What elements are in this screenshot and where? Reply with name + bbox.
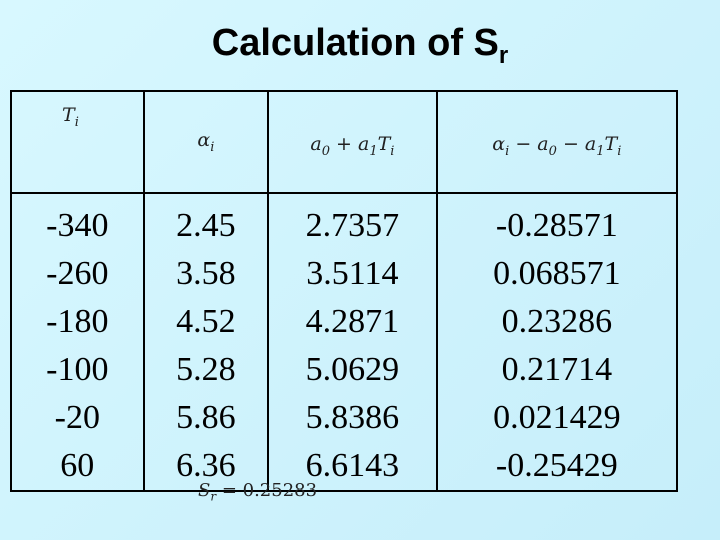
cell: -180 — [46, 303, 109, 340]
body-row: -340 -260 -180 -100 -20 60 2.45 3.58 4.52 5.28 5.8… — [10, 193, 679, 491]
table: Ti αi a0 + a1Ti αi − a0 − a1Ti -340 -260 -180… — [10, 90, 679, 492]
column-cell: 2.7357 3.5114 4.2871 5.0629 5.8386 6.6143 — [267, 193, 438, 491]
subscript: 1 — [369, 143, 378, 159]
cell: 0.021429 — [493, 399, 621, 436]
subscript: i — [74, 114, 79, 130]
cell: -0.28571 — [495, 207, 618, 244]
cell: 5.28 — [176, 351, 236, 388]
symbol: + a — [330, 133, 370, 156]
cell: 6.6143 — [305, 447, 400, 484]
column-cell: 2.45 3.58 4.52 5.28 5.86 6.36 — [142, 193, 270, 491]
cell: 2.45 — [176, 207, 236, 244]
title: Calculation of Sr — [0, 22, 720, 70]
header-cell: Ti — [10, 91, 145, 194]
title-text: Calculation of S — [211, 22, 499, 64]
header-cell: a0 + a1Ti — [267, 91, 438, 194]
subscript: i — [390, 143, 395, 159]
header-cell: αi − a0 − a1Ti — [435, 91, 679, 194]
cell: 0.23286 — [501, 303, 613, 340]
cell: 3.58 — [176, 255, 236, 292]
cell: 5.0629 — [305, 351, 400, 388]
symbol: α — [197, 129, 211, 152]
subscript: 0 — [548, 143, 557, 159]
symbol: α — [492, 133, 506, 156]
symbol: T — [62, 104, 75, 126]
header-cell: αi — [142, 91, 270, 194]
cell: -20 — [54, 399, 100, 436]
cell: 6.36 — [176, 447, 236, 484]
cell: 5.86 — [176, 399, 236, 436]
subscript: i — [210, 139, 215, 155]
cell: -0.25429 — [495, 447, 618, 484]
cell: 0.21714 — [501, 351, 613, 388]
symbol: − a — [556, 133, 597, 156]
subscript: r — [210, 489, 217, 504]
column-cell: -0.28571 0.068571 0.23286 0.21714 0.021429 -0… — [435, 193, 679, 491]
footer: Sr = 0.25283 — [198, 480, 317, 504]
symbol: = 0.25283 — [216, 480, 318, 501]
subscript: 1 — [596, 143, 605, 159]
cell: -260 — [46, 255, 109, 292]
subscript: i — [505, 143, 510, 159]
title-subscript: r — [498, 42, 509, 69]
column-cell: -340 -260 -180 -100 -20 60 — [10, 193, 145, 491]
cell: 3.5114 — [306, 255, 399, 292]
cell: 0.068571 — [493, 255, 621, 292]
cell: -100 — [46, 351, 109, 388]
cell: 60 — [60, 447, 95, 484]
subscript: i — [617, 143, 622, 159]
symbol: − a — [509, 133, 549, 156]
cell: 2.7357 — [305, 207, 400, 244]
cell: 4.2871 — [305, 303, 400, 340]
symbol: a — [310, 133, 322, 156]
symbol: S — [198, 480, 211, 501]
symbol: T — [377, 133, 391, 156]
header-row: Ti αi a0 + a1Ti αi − a0 − a1Ti — [10, 91, 679, 194]
cell: 4.52 — [176, 303, 236, 340]
symbol: T — [604, 133, 618, 156]
cell: -340 — [46, 207, 109, 244]
subscript: 0 — [321, 143, 330, 159]
cell: 5.8386 — [305, 399, 400, 436]
